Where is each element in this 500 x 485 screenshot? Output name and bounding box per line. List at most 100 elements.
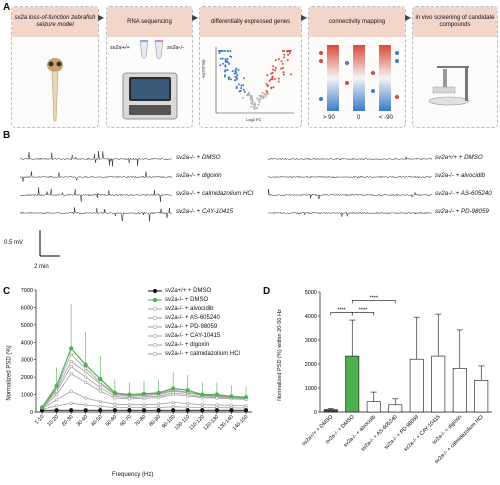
chart-c-point bbox=[84, 370, 88, 374]
chart-d-ytick: 4000 bbox=[305, 314, 317, 320]
arrow-4-icon: ▶ bbox=[405, 13, 412, 22]
arrow-1-icon: ▶ bbox=[98, 13, 105, 22]
chart-c-point bbox=[142, 396, 146, 401]
legend-c-label: sv2a-/- + DMSO bbox=[165, 297, 209, 303]
chart-d-ytick: 1000 bbox=[305, 386, 317, 392]
chart-c-point bbox=[69, 408, 74, 413]
chart-c-point bbox=[200, 392, 205, 397]
chart-c-point bbox=[83, 408, 88, 413]
chart-c-ylabel: Normalized PSD (%) bbox=[6, 345, 13, 401]
chart-c-point bbox=[141, 391, 147, 396]
chart-d-ytick: 0 bbox=[314, 410, 317, 416]
chart-c-point bbox=[84, 380, 88, 384]
chart-c-point bbox=[243, 395, 249, 400]
chart-c-point bbox=[171, 392, 175, 397]
chart-d-significance: **** bbox=[359, 307, 368, 313]
cmap-score-high: > 90 bbox=[323, 115, 335, 121]
trace-left-2 bbox=[20, 187, 172, 203]
cmap-score-zero: 0 bbox=[357, 115, 361, 121]
legend-c-item: sv2a-/- + DMSO bbox=[148, 297, 208, 303]
scale-bar bbox=[39, 230, 60, 257]
trace-left-3 bbox=[20, 207, 172, 222]
chart-c-point bbox=[214, 408, 219, 413]
trace-label-r1: sv2a-/- + alvocidib bbox=[435, 172, 486, 179]
step-rna-title: RNA sequencing bbox=[107, 7, 192, 37]
trace-left-0 bbox=[20, 151, 172, 167]
legend-c-item: sv2a-/- + digoxin bbox=[148, 342, 209, 348]
legend-c-swatch bbox=[148, 315, 162, 321]
chart-c-point bbox=[186, 402, 190, 406]
step-deg: differentially expressed genes -log10(Pa… bbox=[199, 6, 302, 128]
arrow-3-icon: ▶ bbox=[301, 13, 308, 22]
chart-c-xtick: 1-10 bbox=[34, 414, 46, 426]
chart-d-ylabel: Normalized PSD (%) within 20-50 Hz bbox=[277, 309, 283, 401]
chart-c-point bbox=[69, 389, 73, 393]
panel-c-letter: C bbox=[3, 286, 11, 297]
chart-c-point bbox=[54, 408, 59, 413]
step-model: sv2a loss-of-function zebrafish seizure … bbox=[11, 6, 99, 128]
chart-d-ytick: 3000 bbox=[305, 338, 317, 344]
scale-mv-label: 0.5 mV bbox=[4, 240, 24, 246]
chart-c-point bbox=[84, 396, 88, 400]
volcano-xlabel: Log2 FC bbox=[246, 117, 262, 122]
chart-c-point bbox=[215, 403, 219, 407]
microscope-icon bbox=[428, 66, 470, 106]
legend-c-item: sv2a+/+ + DMSO bbox=[148, 288, 211, 294]
chart-c-point bbox=[200, 396, 204, 400]
legend-c-label: sv2a+/+ + DMSO bbox=[165, 288, 212, 294]
chart-c-point bbox=[112, 390, 117, 395]
chart-d-significance: **** bbox=[369, 295, 378, 301]
trace-right-3 bbox=[268, 211, 432, 217]
chart-c-point bbox=[98, 376, 103, 381]
chart-c-point bbox=[185, 408, 190, 413]
chart-c-point bbox=[229, 408, 234, 413]
legend-c-label: sv2a-/- + digoxin bbox=[165, 342, 210, 348]
chart-c-point bbox=[113, 396, 117, 400]
cmap-score-low: < -90 bbox=[379, 115, 393, 121]
chart-d-bar bbox=[323, 409, 338, 413]
chart-c-point bbox=[186, 394, 190, 398]
trace-label-l3: sv2a-/- + CAY-10415 bbox=[176, 208, 234, 215]
tube-icon bbox=[139, 40, 164, 59]
trace-left-1 bbox=[20, 171, 172, 182]
panel-a-letter: A bbox=[3, 2, 11, 13]
trace-label-r2: sv2a-/- + AS-605240 bbox=[435, 190, 492, 197]
chart-c-point bbox=[54, 383, 59, 388]
chart-c-point bbox=[156, 408, 161, 413]
chart-c-point bbox=[54, 392, 59, 397]
chart-c-ytick: 0 bbox=[30, 410, 33, 416]
chart-c-point bbox=[98, 385, 102, 390]
chart-d-bar bbox=[474, 380, 489, 413]
chart-c-point bbox=[243, 408, 249, 413]
chart-d-bar bbox=[388, 404, 403, 413]
step-model-title: sv2a loss-of-function zebrafish seizure … bbox=[12, 7, 98, 37]
chart-c-point bbox=[54, 398, 59, 402]
chart-c-point bbox=[142, 403, 146, 407]
chart-d-ytick: 2000 bbox=[305, 362, 317, 368]
chart-c-xtick: 10-20 bbox=[46, 414, 60, 428]
legend-c-label: sv2a-/- + AS-605240 bbox=[165, 315, 220, 321]
legend-c-item: sv2a-/- + AS-605240 bbox=[148, 315, 220, 321]
chart-c-point bbox=[171, 400, 175, 405]
chart-c-point bbox=[229, 394, 234, 399]
legend-c-swatch bbox=[148, 351, 162, 357]
chart-d-bar bbox=[409, 358, 424, 413]
trace-label-l1: sv2a-/- + digoxin bbox=[176, 172, 222, 179]
legend-c-swatch bbox=[148, 288, 162, 294]
trace-right-1 bbox=[268, 175, 432, 179]
chart-c-point bbox=[84, 366, 88, 371]
chart-c-xtick: 70-80 bbox=[134, 414, 148, 428]
chart-c-xtick: 60-70 bbox=[119, 414, 133, 428]
chart-c-point bbox=[69, 346, 74, 351]
chart-c-point bbox=[84, 403, 88, 407]
volcano-ylabel: -log10(Padj) bbox=[201, 59, 206, 79]
step-deg-title: differentially expressed genes bbox=[200, 7, 301, 37]
chart-c-point bbox=[171, 405, 175, 409]
chart-c-ytick: 1000 bbox=[21, 393, 33, 399]
psd-line-chart: 0 1000 2000 3000 4000 5000 6000 7000 1-10 10-20 20… bbox=[21, 288, 252, 432]
trace-right-2 bbox=[268, 188, 432, 200]
chart-c-xtick: 30-40 bbox=[75, 414, 89, 428]
trace-label-l0: sv2a-/- + DMSO bbox=[176, 154, 221, 161]
trace-label-r0: sv2a+/+ + DMSO bbox=[435, 154, 483, 161]
connectivity-map-icon bbox=[319, 45, 399, 111]
